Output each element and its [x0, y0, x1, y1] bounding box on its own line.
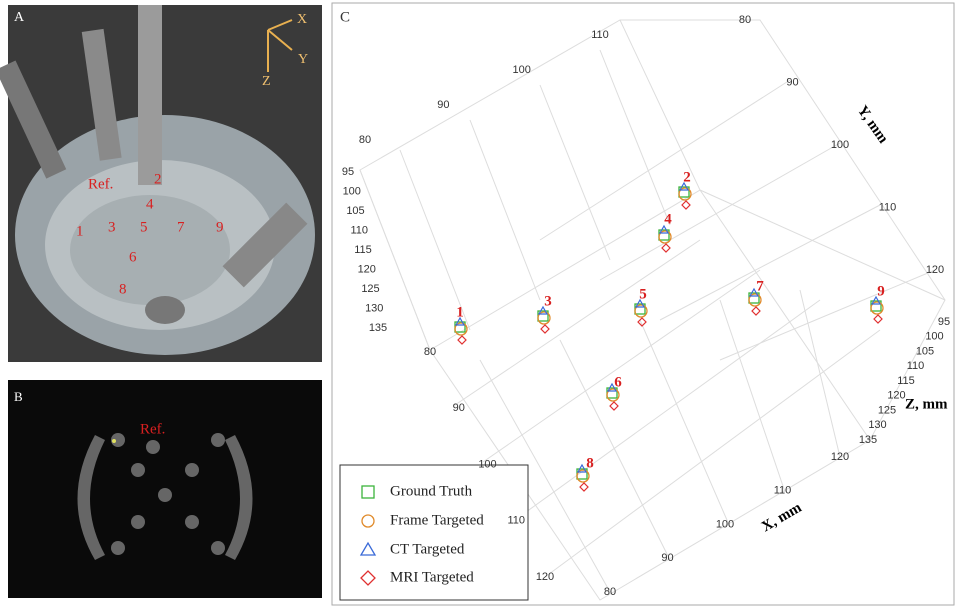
tick-label: 110: [507, 515, 525, 527]
tick-label: 110: [774, 485, 792, 497]
legend-label: MRI Targeted: [390, 569, 474, 585]
tick-label: 95: [342, 166, 354, 178]
tick-label: 80: [424, 346, 436, 358]
tick-label: 135: [369, 322, 387, 334]
axis-label: Z: [262, 74, 271, 89]
figure: AXYZRef.123456789BRef.C80901001108090100…: [0, 0, 958, 608]
tick-label: 105: [916, 345, 934, 357]
point-label: 8: [586, 455, 594, 471]
legend-label: CT Targeted: [390, 541, 465, 557]
axis-title: Z, mm: [905, 396, 948, 412]
tick-label: 80: [604, 586, 616, 598]
target-label: 9: [216, 219, 224, 235]
tick-label: 100: [343, 185, 361, 197]
tick-label: 125: [361, 283, 379, 295]
tick-label: 100: [925, 331, 943, 343]
tick-label: 115: [354, 244, 372, 256]
tick-label: 100: [831, 139, 849, 151]
point-label: 1: [456, 304, 464, 320]
tick-label: 80: [359, 134, 371, 146]
point-label: 5: [639, 286, 647, 302]
axis-label: X: [297, 12, 307, 27]
panel-label: B: [14, 389, 23, 404]
page: {"panel_a": {"label": "A", "axis_labels"…: [0, 0, 958, 608]
point-label: 7: [756, 278, 764, 294]
tick-label: 135: [859, 434, 877, 446]
legend-label: Frame Targeted: [390, 512, 484, 528]
ref-label: Ref.: [88, 176, 113, 192]
target-label: 7: [177, 219, 185, 235]
tick-label: 90: [786, 76, 798, 88]
tick-label: 115: [897, 375, 915, 387]
target-label: 6: [129, 249, 137, 265]
tick-label: 110: [591, 29, 609, 41]
tick-label: 110: [350, 224, 368, 236]
tick-label: 90: [453, 402, 465, 414]
target-label: 1: [76, 223, 84, 239]
tick-label: 95: [938, 316, 950, 328]
tick-label: 120: [358, 263, 376, 275]
tick-label: 105: [346, 205, 364, 217]
tick-label: 120: [831, 451, 849, 463]
tick-label: 100: [716, 518, 734, 530]
target-label: 5: [140, 219, 148, 235]
panel-label: A: [14, 10, 25, 25]
point-label: 9: [877, 283, 885, 299]
panel-label: C: [340, 9, 350, 25]
tick-label: 110: [907, 360, 925, 372]
point-label: 3: [544, 293, 552, 309]
target-label: 8: [119, 281, 127, 297]
point-label: 2: [683, 169, 691, 185]
target-label: 2: [154, 171, 162, 187]
target-label: 3: [108, 219, 116, 235]
tick-label: 90: [437, 99, 449, 111]
ref-label: Ref.: [140, 421, 165, 437]
tick-label: 120: [887, 390, 905, 402]
tick-label: 110: [879, 201, 897, 213]
point-label: 4: [664, 211, 672, 227]
tick-label: 120: [536, 571, 554, 583]
legend-label: Ground Truth: [390, 483, 473, 499]
tick-label: 80: [739, 14, 751, 26]
tick-label: 125: [878, 404, 896, 416]
tick-label: 100: [512, 64, 530, 76]
tick-label: 120: [926, 264, 944, 276]
target-label: 4: [146, 196, 154, 212]
panel-b-image: [8, 380, 322, 598]
tick-label: 100: [478, 458, 496, 470]
ref-dot: [112, 439, 116, 443]
point-label: 6: [614, 374, 622, 390]
tick-label: 130: [365, 302, 383, 314]
tick-label: 90: [661, 552, 673, 564]
axis-label: Y: [298, 52, 308, 67]
tick-label: 130: [868, 419, 886, 431]
